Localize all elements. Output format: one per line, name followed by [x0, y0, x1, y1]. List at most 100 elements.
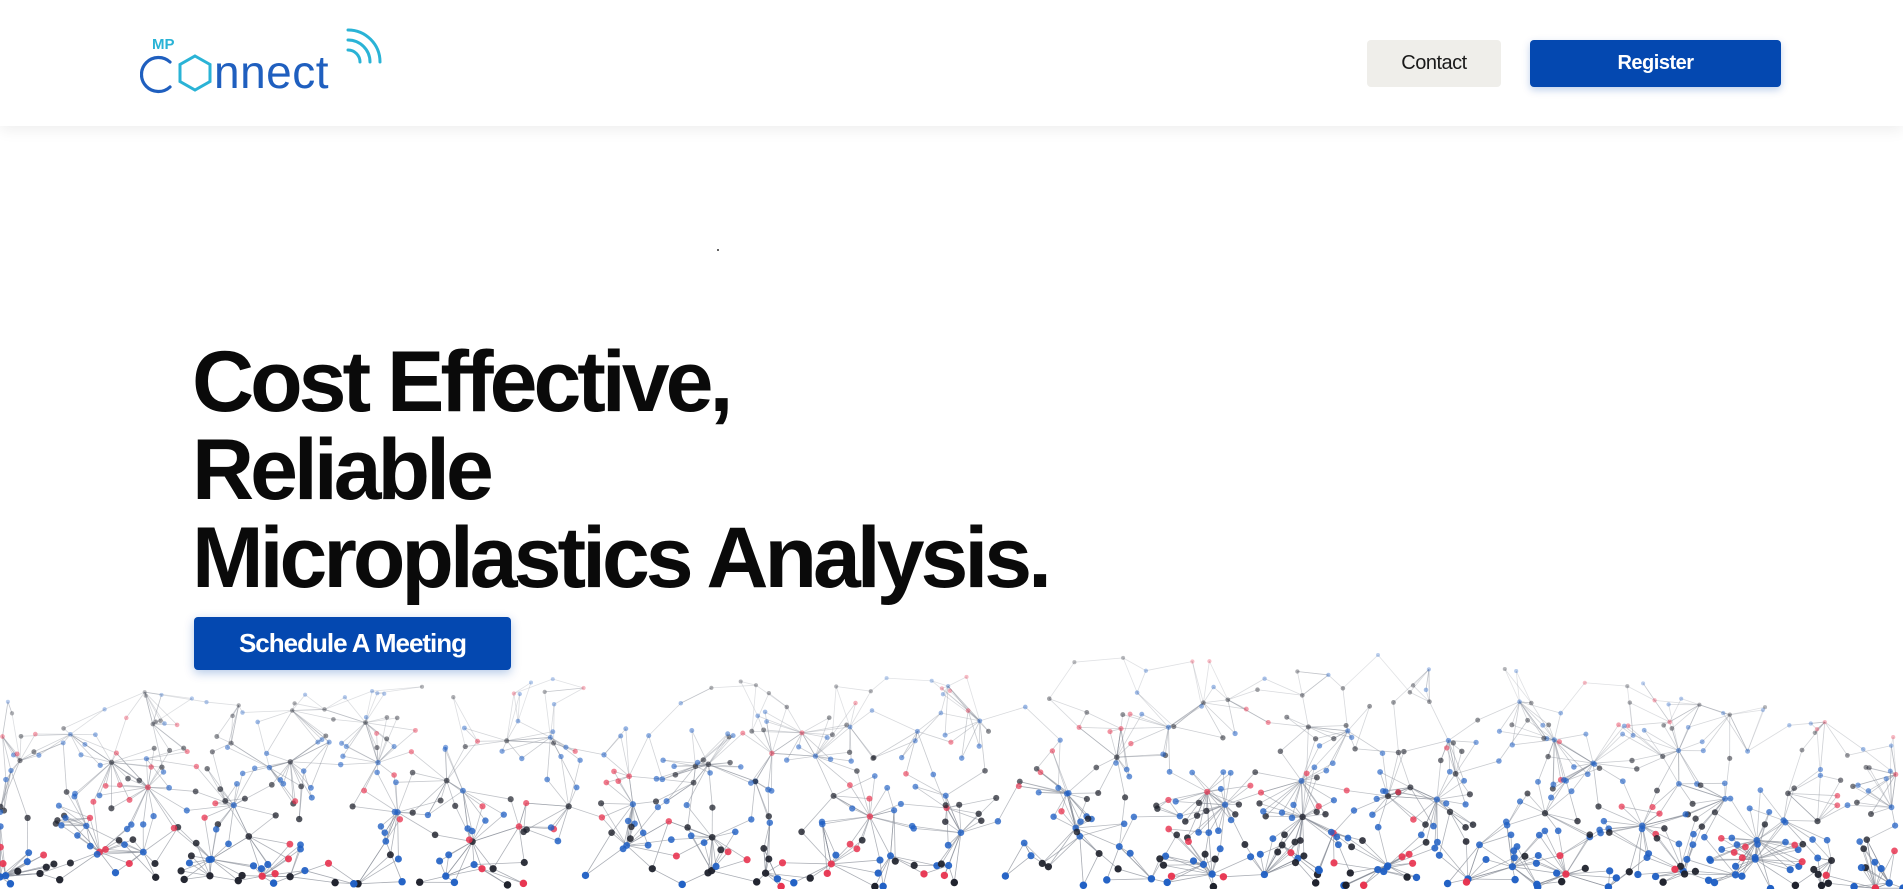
network-link [446, 746, 466, 781]
network-node [82, 741, 88, 747]
network-link [127, 778, 149, 788]
network-link [1347, 837, 1389, 867]
network-link [1116, 728, 1122, 758]
network-node [315, 739, 321, 745]
network-link [1280, 726, 1309, 752]
network-link [1548, 756, 1594, 764]
network-node [806, 874, 814, 882]
network-node [1533, 883, 1542, 889]
network-link [1106, 878, 1152, 881]
network-node [1751, 853, 1759, 861]
network-link [553, 704, 555, 744]
network-link [931, 680, 949, 687]
network-node [1291, 838, 1299, 846]
network-node [234, 876, 243, 885]
network-link [269, 767, 302, 787]
network-node [644, 841, 652, 849]
network-node [1103, 876, 1111, 884]
network-link [1654, 700, 1670, 723]
network-node [52, 820, 60, 827]
network-link [173, 827, 212, 860]
network-link [652, 868, 683, 885]
network-link [1301, 762, 1334, 782]
network-node [142, 690, 147, 695]
network-link [242, 710, 293, 713]
network-link [740, 681, 759, 717]
contact-button[interactable]: Contact [1367, 40, 1501, 87]
register-button[interactable]: Register [1530, 40, 1781, 87]
network-node [1260, 808, 1267, 815]
network-node [1312, 736, 1319, 742]
network-node [1855, 782, 1861, 788]
network-link [161, 694, 207, 703]
network-node [554, 837, 562, 845]
network-node [1782, 838, 1789, 846]
network-link [771, 732, 803, 754]
network-link [324, 696, 346, 710]
network-link [1747, 707, 1766, 752]
network-node [374, 745, 380, 751]
network-link [1299, 816, 1304, 841]
network-node [1340, 686, 1346, 691]
network-link [248, 836, 289, 860]
network-link [886, 787, 895, 811]
network-node [1891, 847, 1898, 855]
network-link [291, 710, 330, 743]
network-link [1333, 833, 1335, 863]
network-link [1527, 720, 1555, 741]
network-node [0, 823, 4, 830]
network-node [1171, 724, 1177, 730]
network-link [1308, 726, 1352, 738]
network-link [233, 804, 276, 816]
network-node [1469, 821, 1477, 828]
network-link [1669, 704, 1700, 723]
network-link [835, 686, 851, 728]
network-link [1559, 832, 1601, 856]
network-node [624, 817, 632, 825]
network-node [1651, 872, 1660, 881]
network-link [1652, 783, 1680, 808]
network-node [1446, 768, 1453, 775]
network-link [105, 849, 144, 853]
network-node [1473, 739, 1479, 746]
network-link [568, 806, 602, 818]
network-node [8, 767, 14, 774]
network-link [793, 863, 832, 884]
network-link [1018, 785, 1069, 794]
network-link [801, 732, 816, 757]
network-node [1462, 878, 1471, 886]
network-link [1892, 737, 1897, 775]
network-node [1084, 709, 1090, 715]
network-node [1738, 854, 1746, 862]
network-node [648, 865, 656, 873]
network-link [1398, 791, 1437, 800]
network-link [1515, 671, 1520, 702]
mp-connect-logo[interactable]: MP nnect [140, 28, 400, 98]
network-link [1448, 740, 1465, 781]
network-link [1163, 864, 1213, 875]
network-node [694, 759, 701, 766]
network-link [206, 768, 226, 802]
network-link [1420, 799, 1438, 836]
network-link [1593, 760, 1632, 764]
network-node [177, 867, 185, 875]
network-link [869, 775, 876, 817]
network-node [1814, 727, 1820, 732]
network-link [961, 720, 981, 759]
network-link [1203, 686, 1214, 703]
schedule-meeting-button[interactable]: Schedule A Meeting [194, 617, 511, 670]
network-link [1536, 881, 1562, 885]
network-link [1749, 808, 1784, 821]
network-link [941, 832, 962, 865]
network-link [152, 720, 161, 725]
network-node [738, 679, 743, 684]
network-node [1808, 721, 1813, 726]
network-node [1377, 769, 1383, 775]
network-node [1216, 845, 1224, 853]
network-link [831, 843, 851, 865]
network-node [102, 783, 109, 789]
network-node [1398, 853, 1406, 861]
network-link [80, 754, 112, 763]
network-link [289, 761, 302, 787]
network-node [1344, 834, 1352, 842]
